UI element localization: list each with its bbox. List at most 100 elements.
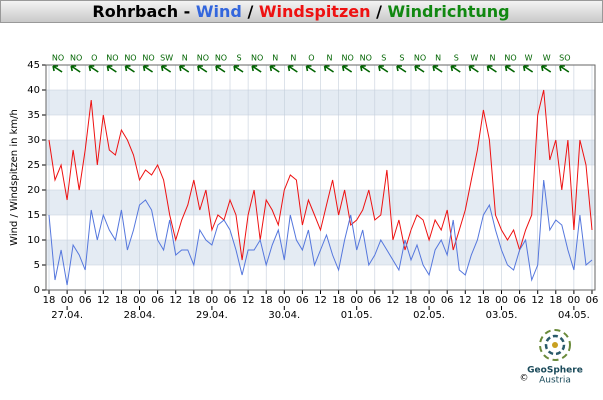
x-tick-label: 00	[568, 295, 581, 306]
y-tick-label: 5	[34, 260, 40, 271]
x-tick-label: 12	[242, 295, 255, 306]
wind-direction: S	[399, 54, 404, 63]
wind-arrow	[251, 65, 262, 73]
wind-direction: NO	[197, 54, 209, 63]
wind-arrow	[396, 65, 407, 73]
plot-frame	[45, 64, 596, 291]
y-tick-label: 30	[27, 135, 40, 146]
series-line	[48, 179, 593, 286]
x-tick-label: 12	[531, 295, 544, 306]
logo-name: GeoSphere	[527, 366, 583, 376]
date-label: 04.05.	[558, 310, 590, 321]
wind-arrow	[52, 65, 63, 73]
wind-direction: SO	[559, 54, 570, 63]
x-tick-label: 00	[206, 295, 219, 306]
date-label: 27.04.	[51, 310, 83, 321]
chart-title: Rohrbach - Wind / Windspitzen / Windrich…	[92, 2, 509, 21]
x-tick-label: 18	[115, 295, 128, 306]
x-tick-label: 00	[423, 295, 436, 306]
wind-direction: W	[543, 54, 551, 63]
wind-arrow	[468, 65, 479, 73]
wind-arrow	[432, 65, 443, 73]
wind-direction: NO	[52, 54, 64, 63]
wind-arrow	[323, 65, 334, 73]
wind-arrow	[88, 65, 99, 73]
x-tick-label: 06	[224, 295, 237, 306]
x-tick-label: 18	[477, 295, 490, 306]
x-tick-label: 00	[133, 295, 146, 306]
x-tick-label: 06	[296, 295, 309, 306]
wind-direction: NO	[414, 54, 426, 63]
x-tick-label: 06	[441, 295, 454, 306]
wind-arrow	[106, 65, 117, 73]
x-tick-label: 18	[332, 295, 345, 306]
y-tick-label: 40	[27, 85, 40, 96]
x-tick-label: 06	[151, 295, 164, 306]
wind-arrow	[142, 65, 154, 73]
x-tick-label: 06	[368, 295, 381, 306]
wind-direction: NO	[70, 54, 82, 63]
wind-arrow	[305, 65, 316, 73]
title-part: /	[242, 2, 259, 21]
wind-direction: S	[454, 54, 459, 63]
wind-direction: NO	[504, 54, 516, 63]
title-part: Windspitzen	[259, 2, 371, 21]
wind-direction: N	[290, 54, 296, 63]
x-tick-label: 12	[97, 295, 110, 306]
x-tick-label: 00	[495, 295, 508, 306]
y-tick-label: 15	[27, 210, 40, 221]
logo-icon	[539, 329, 571, 361]
date-label: 01.05.	[341, 310, 373, 321]
x-tick-label: 18	[405, 295, 418, 306]
y-tick-label: 20	[27, 185, 40, 196]
wind-direction: NO	[142, 54, 154, 63]
plot-area: 0 5 10 15 20 25 30 35 40 45 18 00 06 12 18 00 06 12 18 00 06…	[9, 54, 598, 322]
x-tick-label: 18	[187, 295, 200, 306]
x-tick-label: 12	[169, 295, 182, 306]
x-tick-label: 00	[350, 295, 363, 306]
x-tick-label: 06	[79, 295, 92, 306]
y-tick-label: 45	[27, 60, 40, 71]
x-tick-label: 00	[278, 295, 291, 306]
wind-direction: N	[182, 54, 188, 63]
wind-arrow	[70, 65, 81, 73]
wind-direction: NO	[342, 54, 354, 63]
wind-direction: NO	[215, 54, 227, 63]
date-label: 02.05.	[413, 310, 445, 321]
wind-direction: NO	[124, 54, 136, 63]
wind-direction: SW	[160, 54, 173, 63]
x-tick-label: 12	[314, 295, 327, 306]
wind-arrow	[504, 65, 515, 73]
date-label: 30.04.	[268, 310, 300, 321]
y-axis-label: Wind / Windspitzen in km/h	[9, 109, 20, 246]
wind-arrow	[269, 65, 280, 73]
wind-direction: NO	[106, 54, 118, 63]
wind-arrow	[124, 65, 135, 73]
x-tick-label: 18	[260, 295, 273, 306]
wind-direction: N	[435, 54, 441, 63]
title-part: Windrichtung	[387, 2, 509, 21]
wind-direction: N	[272, 54, 278, 63]
date-label: 28.04.	[124, 310, 156, 321]
x-tick-label: 12	[459, 295, 472, 306]
x-tick-label: 06	[513, 295, 526, 306]
y-tick-label: 0	[34, 285, 40, 296]
wind-arrow	[359, 65, 371, 73]
title-part: Rohrbach -	[92, 2, 196, 21]
wind-arrow	[215, 65, 226, 73]
wind-arrow	[414, 65, 425, 73]
series-line	[48, 89, 593, 261]
wind-arrow	[540, 65, 552, 73]
wind-arrow	[233, 65, 244, 73]
wind-direction: W	[470, 54, 478, 63]
wind-arrow	[559, 65, 570, 73]
y-tick-label: 25	[27, 160, 40, 171]
wind-arrow	[341, 65, 353, 73]
wind-direction: S	[381, 54, 386, 63]
wind-direction: O	[308, 54, 314, 63]
title-part: Wind	[196, 2, 242, 21]
wind-arrow	[160, 65, 172, 73]
wind-direction: N	[489, 54, 495, 63]
x-tick-label: 12	[387, 295, 400, 306]
